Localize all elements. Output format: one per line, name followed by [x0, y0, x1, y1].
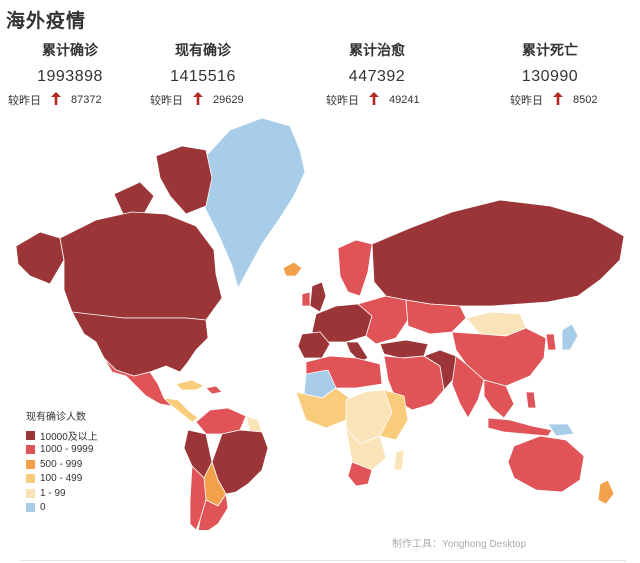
page-title: 海外疫情	[6, 11, 87, 32]
change-row-current-confirmed: 较昨日 29629	[150, 92, 244, 108]
stat-total-confirmed: 累计确诊 1993898	[0, 40, 145, 86]
legend-item[interactable]: 500 - 999	[26, 457, 98, 472]
region-uk[interactable]	[309, 281, 327, 313]
change-row-total-recovered: 较昨日 49241	[326, 92, 420, 108]
region-australia[interactable]	[507, 435, 585, 493]
stat-value: 447392	[348, 68, 406, 85]
legend: 现有确诊人数 10000及以上 1000 - 9999 500 - 999 10…	[26, 408, 98, 515]
region-cuba[interactable]	[175, 379, 205, 391]
stat-label: 累计确诊	[42, 42, 98, 58]
change-label: 较昨日	[150, 95, 183, 107]
region-korea[interactable]	[545, 333, 557, 351]
region-canada[interactable]	[59, 211, 223, 321]
stat-value: 1993898	[37, 68, 103, 85]
up-arrow-icon	[369, 92, 379, 108]
region-china[interactable]	[451, 327, 547, 387]
legend-label: 500 - 999	[40, 458, 83, 470]
region-japan[interactable]	[561, 323, 579, 351]
stat-value: 1415516	[170, 68, 236, 85]
legend-item[interactable]: 10000及以上	[26, 428, 98, 443]
up-arrow-icon	[553, 92, 563, 108]
region-central-america[interactable]	[163, 397, 199, 423]
up-arrow-shape	[51, 92, 61, 105]
region-caribbean[interactable]	[205, 385, 223, 395]
stat-total-deaths: 累计死亡 130990	[475, 40, 625, 86]
divider	[20, 560, 626, 561]
legend-swatch	[26, 474, 35, 484]
legend-item[interactable]: 100 - 499	[26, 472, 98, 487]
credit-text: 制作工具：Yonghong Desktop	[392, 539, 527, 550]
legend-label: 1000 - 9999	[40, 444, 94, 456]
region-usa[interactable]	[71, 311, 209, 377]
up-arrow-icon	[51, 92, 61, 108]
region-southeast-asia[interactable]	[483, 379, 515, 419]
up-arrow-shape	[369, 92, 379, 105]
stat-total-recovered: 累计治愈 447392	[302, 40, 452, 86]
region-new-zealand[interactable]	[597, 479, 615, 505]
region-south-africa[interactable]	[347, 461, 373, 487]
stat-label: 现有确诊	[175, 42, 231, 58]
region-turkey[interactable]	[379, 339, 429, 359]
legend-label: 10000及以上	[40, 431, 98, 443]
region-argentina[interactable]	[197, 493, 229, 530]
change-value: 49241	[389, 94, 420, 106]
region-iceland[interactable]	[282, 261, 303, 277]
region-new-guinea[interactable]	[547, 423, 575, 437]
region-guianas[interactable]	[245, 415, 263, 433]
region-kazakhstan[interactable]	[405, 299, 467, 335]
change-label: 较昨日	[510, 95, 543, 107]
legend-swatch	[26, 503, 35, 513]
region-scandinavia[interactable]	[337, 239, 373, 297]
region-ireland[interactable]	[301, 291, 311, 307]
legend-title: 现有确诊人数	[26, 412, 86, 423]
legend-item[interactable]: 1000 - 9999	[26, 443, 98, 458]
region-alaska[interactable]	[15, 231, 65, 285]
legend-item[interactable]: 1 - 99	[26, 486, 98, 501]
region-philippines[interactable]	[525, 391, 537, 409]
change-row-total-confirmed: 较昨日 87372	[8, 92, 102, 108]
change-label: 较昨日	[8, 95, 41, 107]
change-row-total-deaths: 较昨日 8502	[510, 92, 597, 108]
up-arrow-icon	[193, 92, 203, 108]
region-indonesia[interactable]	[487, 417, 553, 437]
up-arrow-shape	[553, 92, 563, 105]
legend-label: 0	[40, 502, 46, 514]
up-arrow-shape	[193, 92, 203, 105]
stat-label: 累计死亡	[522, 42, 578, 58]
legend-item[interactable]: 0	[26, 501, 98, 516]
region-colombia-venezuela[interactable]	[195, 407, 247, 435]
stat-label: 累计治愈	[349, 42, 405, 58]
region-russia[interactable]	[371, 199, 625, 307]
change-label: 较昨日	[326, 95, 359, 107]
region-india[interactable]	[451, 355, 485, 419]
region-canada-arctic-2[interactable]	[113, 181, 155, 217]
change-value: 87372	[71, 94, 102, 106]
legend-swatch	[26, 459, 35, 469]
change-value: 8502	[573, 94, 598, 106]
region-chile[interactable]	[189, 465, 207, 530]
world-map	[15, 117, 625, 530]
change-value: 29629	[213, 94, 244, 106]
region-canada-arctic[interactable]	[155, 145, 213, 215]
legend-swatch	[26, 430, 35, 440]
legend-swatch	[26, 445, 35, 455]
legend-label: 100 - 499	[40, 473, 83, 485]
legend-swatch	[26, 488, 35, 498]
stat-current-confirmed: 现有确诊 1415516	[128, 40, 278, 86]
stat-value: 130990	[521, 68, 579, 85]
region-madagascar[interactable]	[393, 449, 405, 471]
region-east-africa[interactable]	[379, 389, 409, 441]
legend-label: 1 - 99	[40, 487, 66, 499]
